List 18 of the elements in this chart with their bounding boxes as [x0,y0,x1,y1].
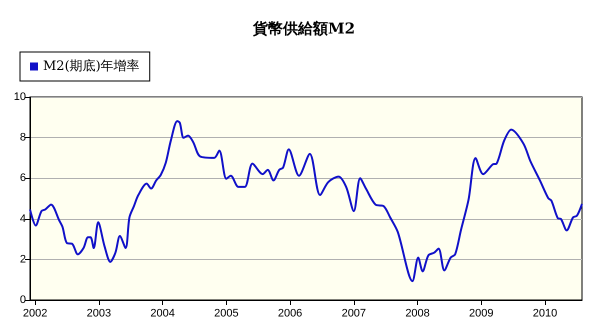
y-tick-label: 8 [20,132,26,144]
x-tick-label: 2002 [22,308,48,320]
x-tick-label: 2009 [469,308,494,320]
x-tick-label: 2008 [405,308,430,320]
y-tick-label: 0 [20,294,26,306]
y-tick-label: 4 [20,212,26,225]
legend-label: M2(期底)年增率 [43,58,140,74]
chart-title: 貨幣供給額M2 [252,20,356,38]
x-tick-label: 2005 [214,308,239,320]
line-series [29,120,583,282]
y-tick-label: 6 [20,172,26,184]
x-tick-label: 2010 [532,308,558,320]
y-tick-label: 2 [20,253,26,266]
x-tick-label: 2004 [150,308,175,320]
x-tick-label: 2007 [342,308,366,320]
y-tick-label: 10 [14,91,26,103]
x-tick-label: 2003 [86,308,112,320]
x-tick-label: 2006 [278,308,302,320]
